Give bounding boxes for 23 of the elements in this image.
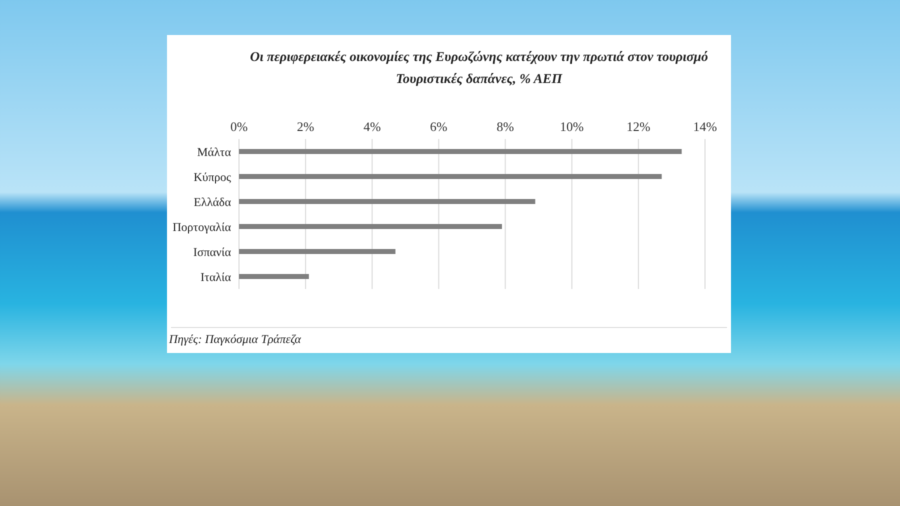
x-tick-label: 6% (430, 119, 448, 134)
y-tick-label: Πορτογαλία (172, 220, 232, 234)
x-tick-label: 2% (296, 119, 314, 134)
y-tick-label: Ελλάδα (194, 194, 232, 209)
chart-subtitle: Τουριστικές δαπάνες, % ΑΕΠ (394, 71, 564, 87)
bar (239, 224, 502, 229)
chart-title: Οι περιφερειακές οικονομίες της Ευρωζώνης κατέχουν την πρωτιά στον τουρισμό (248, 49, 710, 65)
bar (239, 249, 396, 254)
y-tick-label: Μάλτα (197, 144, 232, 159)
bar (239, 274, 309, 279)
x-tick-label: 12% (626, 119, 651, 134)
x-tick-label: 10% (560, 119, 584, 134)
x-tick-label: 14% (693, 119, 718, 134)
bar (239, 174, 662, 179)
y-tick-label: Κύπρος (194, 170, 232, 184)
y-tick-label: Ιταλία (200, 270, 232, 284)
bar (239, 149, 682, 154)
x-tick-label: 0% (230, 119, 248, 134)
x-tick-label: 4% (363, 119, 381, 134)
x-tick-label: 8% (496, 119, 514, 134)
y-tick-label: Ισπανία (193, 244, 232, 259)
bar (239, 199, 536, 204)
text: Πηγές: Παγκόσμια Τράπεζα (169, 332, 301, 347)
